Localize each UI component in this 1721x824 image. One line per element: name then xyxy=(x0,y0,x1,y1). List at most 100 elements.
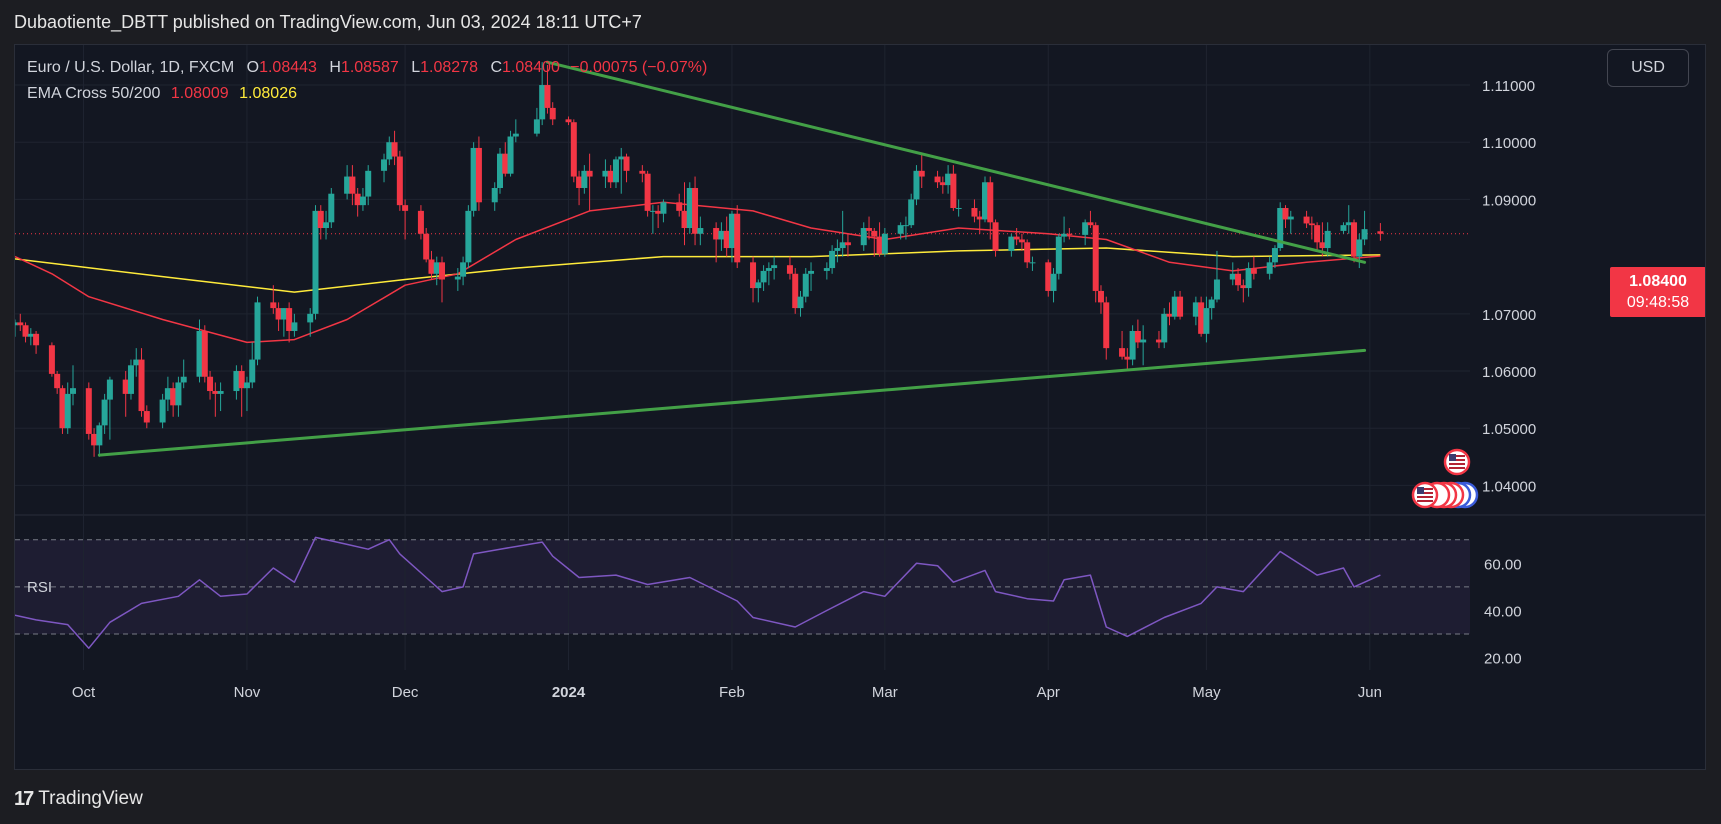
price-tick-label: 1.09000 xyxy=(1482,192,1536,209)
candle-body xyxy=(1277,208,1284,249)
event-markers[interactable] xyxy=(1411,448,1479,509)
candles xyxy=(15,62,1384,457)
candle-body xyxy=(655,210,662,214)
candle-body xyxy=(945,173,952,186)
candle-body xyxy=(565,119,572,123)
publish-text: Dubaotiente_DBTT published on TradingVie… xyxy=(14,11,642,32)
currency-button[interactable]: USD xyxy=(1607,49,1689,87)
candle-body xyxy=(839,242,846,249)
candle-body xyxy=(349,176,356,194)
legend-symbol[interactable]: Euro / U.S. Dollar, 1D, FXCM xyxy=(27,59,235,76)
candle-body xyxy=(750,262,757,289)
candle-body xyxy=(1061,233,1068,237)
candle-body xyxy=(607,170,614,183)
candle-body xyxy=(402,205,409,211)
candle-body xyxy=(1308,223,1315,226)
flag-stripe xyxy=(1449,459,1465,461)
price-tick-label: 1.06000 xyxy=(1482,364,1536,381)
candle-body xyxy=(1213,279,1220,300)
candle-body xyxy=(69,388,76,394)
candle-body xyxy=(1345,222,1352,226)
price-chart[interactable]: 1.11000 1.10000 1.09000 1.07000 1.06000 1.050… xyxy=(15,45,1705,769)
candle-body xyxy=(354,193,361,206)
candle-body xyxy=(54,373,61,389)
candle-body xyxy=(512,133,519,137)
candle-body xyxy=(238,371,245,389)
legend-high: 1.08587 xyxy=(340,59,399,76)
legend-change: −0.00075 (−0.07%) xyxy=(570,59,708,76)
candle-body xyxy=(291,322,298,331)
us-flag-event-icon xyxy=(1443,448,1471,476)
candle-body xyxy=(1008,236,1015,251)
candle-body xyxy=(1024,242,1031,263)
candle-body xyxy=(797,296,804,309)
flag-stripe xyxy=(1417,496,1433,498)
candle-body xyxy=(85,388,92,434)
candle-body xyxy=(307,313,314,323)
candle-body xyxy=(381,159,388,171)
candle-body xyxy=(312,210,319,314)
price-tick-label: 1.04000 xyxy=(1482,478,1536,495)
time-tick-label: 2024 xyxy=(552,684,586,701)
candle-body xyxy=(175,382,182,406)
candle-body xyxy=(718,230,725,240)
candle-body xyxy=(1155,339,1162,343)
candle-body xyxy=(1240,285,1247,289)
time-tick-label: Oct xyxy=(72,684,96,701)
candle-body xyxy=(649,210,656,212)
candle-body xyxy=(243,382,250,389)
candle-body xyxy=(386,142,393,160)
candle-body xyxy=(897,225,904,234)
legend-open: 1.08443 xyxy=(259,59,317,76)
candle-body xyxy=(639,170,646,174)
time-tick-label: Dec xyxy=(392,684,419,701)
flag-canton xyxy=(1449,454,1456,461)
legend-low-key: L xyxy=(411,59,421,76)
legend-ema200: 1.08026 xyxy=(239,85,297,102)
candle-body xyxy=(106,379,113,400)
candle-body xyxy=(792,273,799,309)
candle-body xyxy=(697,228,704,234)
rsi-pane-label[interactable]: RSI xyxy=(27,579,53,596)
candle-body xyxy=(465,210,472,263)
candle-body xyxy=(808,270,815,274)
candle-body xyxy=(908,199,915,226)
candle-body xyxy=(1171,296,1178,317)
candle-body xyxy=(280,308,287,320)
candle-body xyxy=(723,230,730,249)
candle-body xyxy=(328,193,335,223)
candle-body xyxy=(1203,308,1210,334)
ema200-line xyxy=(15,247,1381,293)
candle-body xyxy=(1124,356,1131,360)
time-tick-label: Mar xyxy=(872,684,898,701)
legend-low: 1.08278 xyxy=(420,59,478,76)
trendlines[interactable] xyxy=(97,60,1367,457)
candle-body xyxy=(1356,239,1363,257)
tradingview-logo[interactable]: 17 TradingView xyxy=(14,784,143,814)
chart-frame[interactable]: 1.11000 1.10000 1.09000 1.07000 1.06000 1.050… xyxy=(14,44,1706,770)
candle-body xyxy=(1161,313,1168,343)
flag-canton xyxy=(1417,487,1424,494)
candle-body xyxy=(491,187,498,203)
candle-body xyxy=(676,202,683,211)
candle-body xyxy=(254,302,261,360)
candle-body xyxy=(365,170,372,197)
flag-ring xyxy=(1411,481,1439,509)
candle-body xyxy=(497,153,503,188)
time-tick-label: Nov xyxy=(234,684,261,701)
axes: 1.11000 1.10000 1.09000 1.07000 1.06000 1.050… xyxy=(72,78,1536,701)
candle-body xyxy=(417,210,424,234)
candle-body xyxy=(122,379,129,394)
us-flag-event-cluster-icon xyxy=(1423,481,1479,509)
candle-body xyxy=(180,376,187,383)
candle-body xyxy=(91,433,98,446)
price-tick-label: 1.11000 xyxy=(1482,78,1535,95)
candle-body xyxy=(17,322,24,326)
candle-body xyxy=(823,268,830,271)
candle-body xyxy=(1324,230,1331,249)
legend-ema-label[interactable]: EMA Cross 50/200 xyxy=(27,85,161,102)
rsi-tick-label: 40.00 xyxy=(1484,603,1522,620)
candle-body xyxy=(286,308,293,331)
candle-body xyxy=(1229,273,1236,280)
flag-stripe xyxy=(1417,500,1433,502)
